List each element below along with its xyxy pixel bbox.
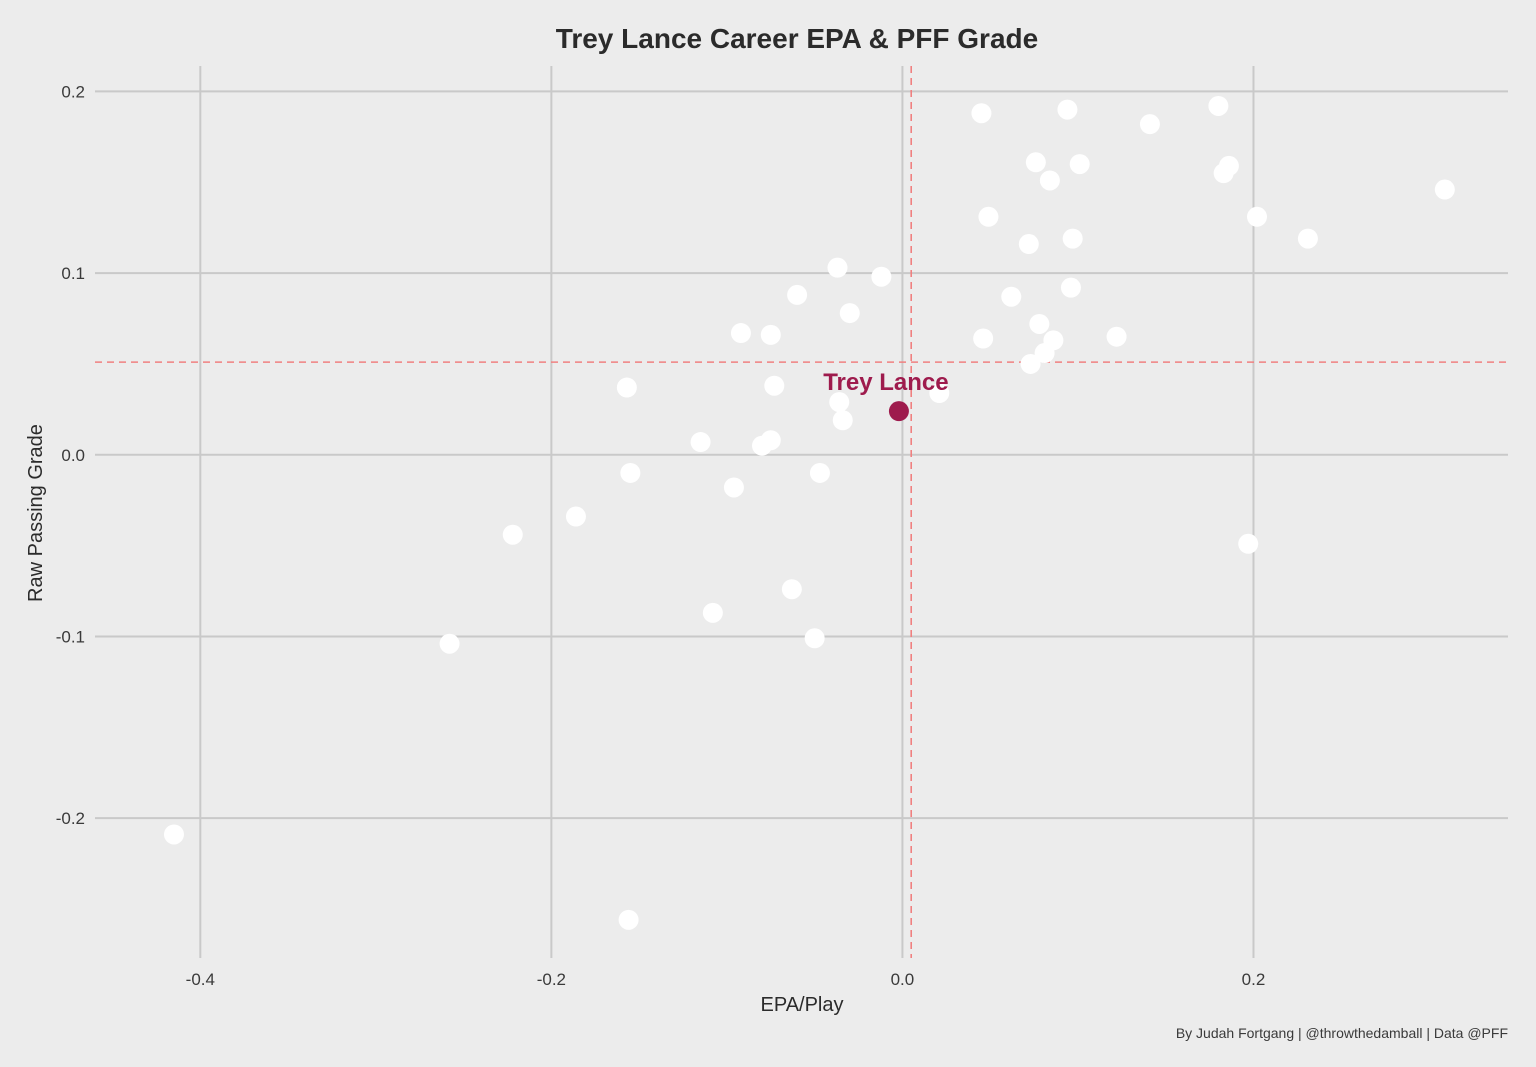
y-tick-label: -0.1 xyxy=(56,627,85,646)
reference-lines xyxy=(95,66,1508,958)
y-tick-label: 0.0 xyxy=(61,446,85,465)
scatter-point xyxy=(439,633,460,654)
scatter-point xyxy=(723,477,744,498)
scatter-point xyxy=(1139,114,1160,135)
x-tick-label: 0.0 xyxy=(891,970,915,989)
scatter-point xyxy=(809,462,830,483)
scatter-point xyxy=(787,284,808,305)
scatter-point xyxy=(1020,353,1041,374)
scatter-point xyxy=(929,383,950,404)
data-points: Trey Lance xyxy=(163,95,1455,930)
scatter-point xyxy=(1434,179,1455,200)
scatter-point xyxy=(827,257,848,278)
x-tick-label: 0.2 xyxy=(1242,970,1266,989)
scatter-point xyxy=(760,430,781,451)
scatter-point xyxy=(1297,228,1318,249)
y-axis-title: Raw Passing Grade xyxy=(25,424,47,602)
scatter-point xyxy=(1029,313,1050,334)
x-tick-label: -0.4 xyxy=(186,970,215,989)
scatter-point xyxy=(690,432,711,453)
scatter-point xyxy=(1001,286,1022,307)
scatter-point xyxy=(620,462,641,483)
y-tick-label: -0.2 xyxy=(56,809,85,828)
scatter-point xyxy=(1039,170,1060,191)
chart-title: Trey Lance Career EPA & PFF Grade xyxy=(556,23,1038,54)
scatter-point xyxy=(1034,343,1055,364)
scatter-point xyxy=(1060,277,1081,298)
scatter-point xyxy=(565,506,586,527)
scatter-point xyxy=(764,375,785,396)
scatter-point xyxy=(1025,152,1046,173)
scatter-point xyxy=(760,324,781,345)
scatter-point xyxy=(702,602,723,623)
tick-labels: -0.4 -0.2 0.0 0.2 0.2 0.1 0.0 -0.1 -0.2 xyxy=(56,82,1266,989)
caption-credit: By Judah Fortgang | @throwthedamball | D… xyxy=(1176,1025,1508,1041)
highlight-point xyxy=(888,401,909,422)
scatter-point xyxy=(829,392,850,413)
scatter-point xyxy=(971,103,992,124)
highlight-label: Trey Lance xyxy=(823,369,948,396)
gridlines xyxy=(95,66,1508,958)
scatter-point xyxy=(973,328,994,349)
scatter-point xyxy=(1213,163,1234,184)
x-tick-label: -0.2 xyxy=(537,970,566,989)
scatter-point xyxy=(502,524,523,545)
scatter-point xyxy=(1069,154,1090,175)
scatter-point xyxy=(978,206,999,227)
scatter-point xyxy=(1106,326,1127,347)
scatter-point xyxy=(839,303,860,324)
scatter-point xyxy=(730,323,751,344)
scatter-point xyxy=(1238,533,1259,554)
x-axis-title: EPA/Play xyxy=(761,994,844,1016)
scatter-point xyxy=(871,266,892,287)
scatter-point xyxy=(616,377,637,398)
scatter-point xyxy=(804,628,825,649)
y-tick-label: 0.1 xyxy=(61,264,85,283)
scatter-point xyxy=(832,410,853,431)
scatter-point xyxy=(163,824,184,845)
y-tick-label: 0.2 xyxy=(61,82,85,101)
scatter-point xyxy=(1062,228,1083,249)
scatter-point xyxy=(1208,95,1229,116)
scatter-point xyxy=(781,579,802,600)
scatter-point xyxy=(1246,206,1267,227)
scatter-point xyxy=(618,909,639,930)
scatter-point xyxy=(1018,234,1039,255)
scatter-point xyxy=(1057,99,1078,120)
